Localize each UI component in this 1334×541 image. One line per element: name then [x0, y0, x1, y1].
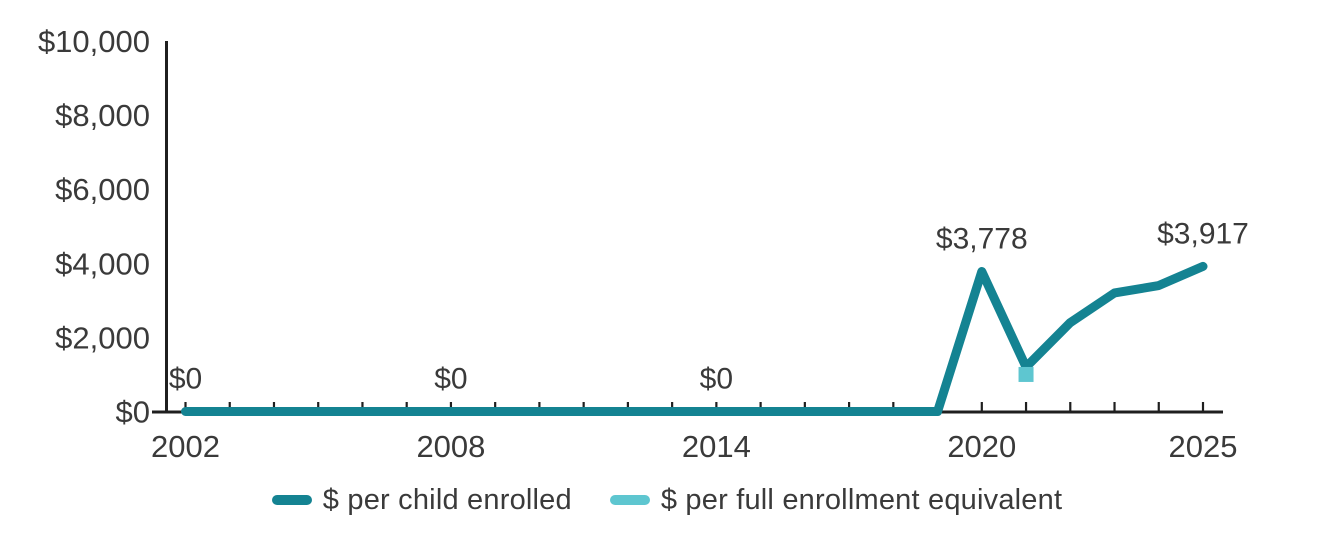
data-label-2002: $0	[169, 363, 202, 396]
y-tick-label-2000: $2,000	[55, 320, 150, 355]
y-tick-label-0: $0	[116, 395, 150, 430]
data-label-2008: $0	[434, 363, 467, 396]
x-tick-label-2020: 2020	[947, 429, 1016, 464]
legend-label-full-enrollment-equivalent: $ per full enrollment equivalent	[660, 483, 1063, 516]
series-per-child-enrolled-line	[181, 261, 1208, 416]
series-full-enrollment-equivalent-marker-2021	[1018, 366, 1034, 382]
data-label-2025: $3,917	[1157, 217, 1249, 250]
x-tick-label-2002: 2002	[151, 429, 220, 464]
x-tick-label-2014: 2014	[682, 429, 751, 464]
data-label-2020: $3,778	[936, 223, 1028, 256]
legend-label-per-child-enrolled: $ per child enrolled	[322, 483, 572, 516]
x-tick-label-2025: 2025	[1169, 429, 1238, 464]
legend-item-per-child-enrolled: $ per child enrolled	[271, 483, 572, 517]
x-tick-label-2008: 2008	[416, 429, 485, 464]
y-tick-label-10000: $10,000	[38, 24, 150, 59]
legend: $ per child enrolled $ per full enrollme…	[0, 482, 1334, 518]
legend-swatch-per-child-enrolled	[271, 495, 312, 505]
y-tick-label-8000: $8,000	[55, 98, 150, 133]
legend-swatch-full-enrollment-equivalent	[609, 495, 650, 505]
legend-item-full-enrollment-equivalent: $ per full enrollment equivalent	[609, 483, 1063, 517]
y-tick-label-4000: $4,000	[55, 246, 150, 281]
data-label-2014: $0	[700, 363, 733, 396]
y-tick-label-6000: $6,000	[55, 172, 150, 207]
